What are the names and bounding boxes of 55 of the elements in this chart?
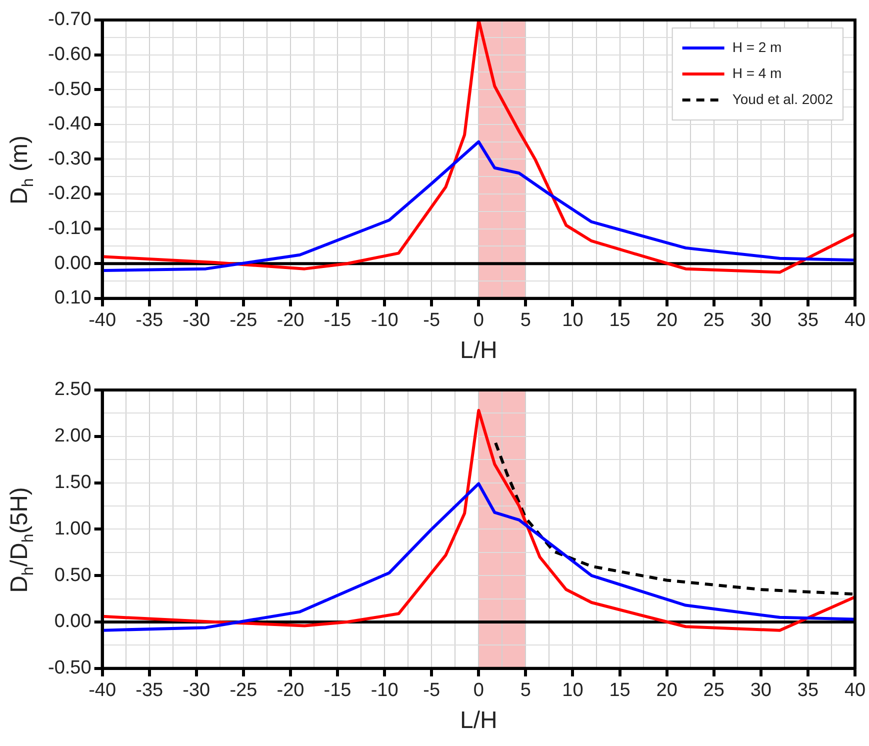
y-tick-label: 2.00 bbox=[54, 426, 92, 447]
y-tick-label: 1.00 bbox=[54, 518, 92, 540]
x-tick-label: 35 bbox=[797, 310, 819, 332]
y-tick-label: 2.50 bbox=[54, 379, 92, 400]
x-tick-label: 5 bbox=[520, 310, 531, 332]
x-tick-label: -5 bbox=[423, 680, 440, 702]
x-tick-label: -40 bbox=[88, 680, 116, 702]
x-tick-label: -15 bbox=[324, 680, 352, 702]
x-tick-label: 15 bbox=[609, 310, 630, 332]
legend-label: Youd et al. 2002 bbox=[732, 90, 834, 107]
x-tick-label: 30 bbox=[750, 310, 772, 332]
y-tick-label: 0.00 bbox=[54, 611, 92, 632]
x-tick-label: 35 bbox=[797, 680, 819, 702]
y-tick-label: -0.40 bbox=[48, 114, 92, 135]
x-tick-label: -25 bbox=[230, 310, 258, 332]
x-tick-label: -10 bbox=[370, 680, 398, 702]
x-tick-label: -20 bbox=[276, 310, 304, 332]
y-tick-label: -0.50 bbox=[48, 658, 92, 679]
x-tick-label: 20 bbox=[656, 680, 678, 702]
x-tick-label: -5 bbox=[423, 310, 440, 332]
legend-label: H = 2 m bbox=[732, 38, 782, 55]
y-tick-label: -0.60 bbox=[48, 44, 92, 66]
x-tick-label: -35 bbox=[136, 310, 164, 332]
x-tick-label: 30 bbox=[750, 680, 772, 702]
x-tick-label: 40 bbox=[844, 310, 866, 332]
x-tick-label: 0 bbox=[473, 310, 484, 332]
x-axis-title: L/H bbox=[460, 707, 498, 734]
x-tick-label: -20 bbox=[276, 680, 304, 702]
x-tick-label: 0 bbox=[473, 680, 484, 702]
x-tick-label: 15 bbox=[609, 680, 630, 702]
y-tick-label: 0.00 bbox=[54, 252, 92, 274]
x-tick-label: -25 bbox=[230, 680, 258, 702]
x-tick-label: -15 bbox=[324, 310, 352, 332]
y-tick-label: -0.50 bbox=[48, 78, 92, 100]
x-tick-label: -30 bbox=[182, 680, 210, 702]
x-tick-label: 25 bbox=[703, 310, 724, 332]
x-tick-label: -10 bbox=[370, 310, 398, 332]
x-tick-label: 25 bbox=[703, 680, 724, 702]
x-tick-label: 20 bbox=[656, 310, 678, 332]
x-tick-label: -35 bbox=[136, 680, 164, 702]
legend-label: H = 4 m bbox=[732, 64, 782, 81]
x-tick-label: -30 bbox=[182, 310, 210, 332]
x-tick-label: 40 bbox=[844, 680, 866, 702]
y-tick-label: -0.70 bbox=[48, 9, 92, 30]
x-tick-label: 10 bbox=[562, 310, 584, 332]
y-tick-label: 0.10 bbox=[54, 288, 92, 309]
x-tick-label: -40 bbox=[88, 310, 116, 332]
y-tick-label: -0.10 bbox=[48, 218, 92, 240]
y-tick-label: -0.30 bbox=[48, 148, 92, 170]
x-tick-label: 10 bbox=[562, 680, 584, 702]
x-tick-label: 5 bbox=[520, 680, 531, 702]
x-axis-title: L/H bbox=[460, 337, 498, 364]
y-tick-label: -0.20 bbox=[48, 183, 92, 204]
y-tick-label: 0.50 bbox=[54, 564, 92, 586]
y-tick-label: 1.50 bbox=[54, 472, 92, 494]
